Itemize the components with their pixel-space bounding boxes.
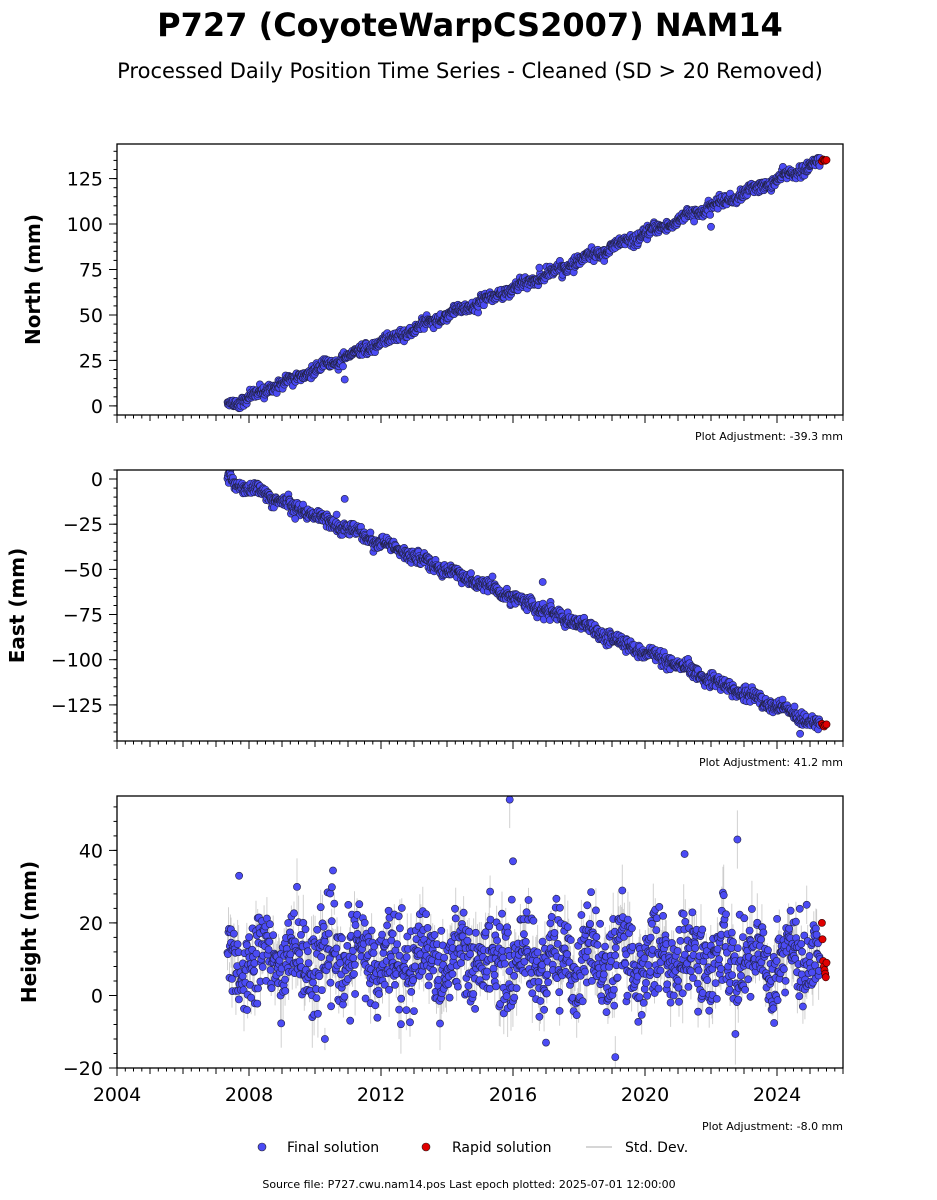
stddev-series-height xyxy=(227,796,820,1068)
final-solution-point xyxy=(264,945,273,954)
final-solution-point xyxy=(258,963,267,971)
y-tick-label: 0 xyxy=(91,469,103,491)
final-solution-point xyxy=(269,931,278,939)
final-solution-point xyxy=(243,1006,251,1014)
panel-north-data xyxy=(223,153,831,413)
final-solution-point xyxy=(229,929,238,938)
y-tick-label: −125 xyxy=(51,695,103,717)
y-tick-label: 25 xyxy=(79,350,103,372)
final-solution-point xyxy=(796,729,804,738)
panel-east-frame xyxy=(116,469,844,742)
figure-subtitle: Processed Daily Position Time Series - C… xyxy=(117,59,823,83)
y-tick-label: 0 xyxy=(91,396,103,418)
final-solution-series-north xyxy=(223,153,824,413)
final-solution-series-east xyxy=(223,470,824,738)
panel-east-data xyxy=(223,470,831,738)
final-solution-point xyxy=(488,572,497,581)
y-tick-label: −25 xyxy=(63,514,103,536)
final-solution-point xyxy=(339,362,347,371)
x-ticks-east xyxy=(116,741,844,749)
final-solution-series-height xyxy=(223,796,824,1061)
figure-title: P727 (CoyoteWarpCS2007) NAM14 xyxy=(157,6,783,44)
y-axis-label: North (mm) xyxy=(21,214,45,345)
final-solution-point xyxy=(706,210,714,219)
final-solution-point xyxy=(234,995,243,1004)
final-solution-point xyxy=(250,959,259,968)
final-solution-point xyxy=(233,940,242,949)
x-ticks-north xyxy=(116,415,844,423)
y-tick-label: 125 xyxy=(67,169,103,191)
y-tick-label: −75 xyxy=(63,605,103,627)
y-tick-label: −100 xyxy=(51,650,103,672)
y-tick-label: −50 xyxy=(63,559,103,581)
final-solution-point xyxy=(467,569,475,578)
y-tick-label: 100 xyxy=(67,214,103,236)
final-solution-point xyxy=(266,966,275,974)
final-solution-point xyxy=(245,933,253,942)
final-solution-point xyxy=(281,987,290,995)
final-solution-point xyxy=(535,263,544,272)
final-solution-point xyxy=(250,967,258,975)
final-solution-point xyxy=(790,702,799,711)
final-solution-point xyxy=(247,993,256,1002)
final-solution-point xyxy=(252,949,261,958)
y-tick-label: 75 xyxy=(79,260,103,282)
final-solution-point xyxy=(265,937,274,946)
plot-adjustment-note: Plot Adjustment: -39.3 mm xyxy=(695,430,843,443)
y-axis-label: East (mm) xyxy=(5,548,29,664)
rapid-solution-point xyxy=(822,156,831,164)
panel-north: 0 25 50 75 100 125 North (mm) Plot Adjustment: … xyxy=(21,143,844,443)
final-solution-point xyxy=(281,975,289,984)
panel-north-frame xyxy=(116,143,844,416)
final-solution-point xyxy=(340,494,349,503)
final-solution-point xyxy=(332,510,341,519)
final-solution-point xyxy=(277,1019,286,1028)
panel-east: 0 −25 −50 −75 −100 −125 East (mm) Plot Adjustme… xyxy=(5,469,844,769)
y-tick-label: 50 xyxy=(79,305,103,327)
final-solution-point xyxy=(690,217,698,226)
final-solution-point xyxy=(267,984,276,993)
panels: 0 25 50 75 100 125 North (mm) Plot Adjustment: … xyxy=(5,143,844,1133)
panel-height-data xyxy=(223,796,831,1068)
final-solution-point xyxy=(707,222,715,231)
final-solution-point xyxy=(538,578,547,586)
final-solution-point xyxy=(366,528,375,537)
final-solution-point xyxy=(228,975,236,983)
final-solution-point xyxy=(265,920,274,929)
final-solution-point xyxy=(254,984,262,993)
rapid-solution-series-east xyxy=(818,719,831,731)
rapid-solution-point xyxy=(822,720,831,729)
final-solution-point xyxy=(291,514,300,523)
final-solution-point xyxy=(246,981,254,989)
final-solution-point xyxy=(253,999,262,1008)
plot-adjustment-note: Plot Adjustment: 41.2 mm xyxy=(699,756,843,769)
rapid-solution-series-north xyxy=(818,155,831,166)
final-solution-point xyxy=(340,375,349,384)
